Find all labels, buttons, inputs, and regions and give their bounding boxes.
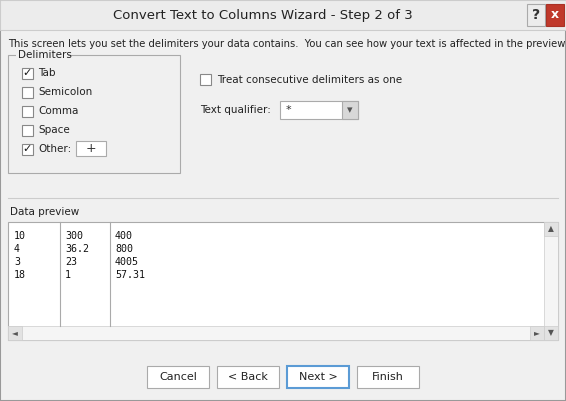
- Text: 10: 10: [14, 231, 26, 241]
- Bar: [8, 222, 558, 340]
- Text: 400: 400: [115, 231, 133, 241]
- Text: < Back: < Back: [228, 372, 268, 382]
- Text: Next >: Next >: [299, 372, 337, 382]
- Text: Text qualifier:: Text qualifier:: [200, 105, 271, 115]
- Bar: [280, 101, 358, 119]
- Bar: [527, 4, 545, 26]
- Text: ▼: ▼: [548, 328, 554, 338]
- Text: ►: ►: [534, 328, 540, 338]
- Bar: [8, 55, 180, 173]
- Bar: [200, 74, 211, 85]
- Bar: [544, 326, 558, 340]
- Text: ◄: ◄: [12, 328, 18, 338]
- Text: Treat consecutive delimiters as one: Treat consecutive delimiters as one: [217, 75, 402, 85]
- Bar: [530, 326, 544, 340]
- Text: Data preview: Data preview: [10, 207, 79, 217]
- Text: This screen lets you set the delimiters your data contains.  You can see how you: This screen lets you set the delimiters …: [8, 39, 566, 49]
- Bar: [342, 101, 358, 119]
- Bar: [76, 141, 106, 156]
- Text: Space: Space: [38, 125, 70, 135]
- Text: ✓: ✓: [23, 68, 32, 78]
- Text: ✓: ✓: [23, 144, 32, 154]
- Text: 57.31: 57.31: [115, 270, 145, 280]
- Text: 4005: 4005: [115, 257, 139, 267]
- Text: ?: ?: [532, 8, 540, 22]
- Text: Convert Text to Columns Wizard - Step 2 of 3: Convert Text to Columns Wizard - Step 2 …: [113, 8, 413, 22]
- Bar: [16, 50, 68, 60]
- Bar: [22, 67, 33, 79]
- Text: *: *: [286, 105, 291, 115]
- Bar: [8, 326, 22, 340]
- Bar: [357, 366, 419, 388]
- Text: ▾: ▾: [347, 105, 353, 115]
- Text: Finish: Finish: [372, 372, 404, 382]
- Text: Cancel: Cancel: [159, 372, 197, 382]
- Text: +: +: [85, 142, 96, 156]
- Text: x: x: [551, 8, 559, 22]
- Text: 800: 800: [115, 244, 133, 254]
- Bar: [8, 326, 544, 340]
- Text: 1: 1: [65, 270, 71, 280]
- Text: Other:: Other:: [38, 144, 71, 154]
- Bar: [22, 87, 33, 97]
- Bar: [287, 366, 349, 388]
- Bar: [544, 222, 558, 340]
- Text: 300: 300: [65, 231, 83, 241]
- Text: ▲: ▲: [548, 225, 554, 233]
- Text: 18: 18: [14, 270, 26, 280]
- Text: Comma: Comma: [38, 106, 78, 116]
- Text: 3: 3: [14, 257, 20, 267]
- Text: 23: 23: [65, 257, 77, 267]
- Bar: [22, 124, 33, 136]
- Bar: [546, 4, 564, 26]
- Bar: [22, 144, 33, 154]
- Text: Tab: Tab: [38, 68, 55, 78]
- Text: 36.2: 36.2: [65, 244, 89, 254]
- Bar: [0, 0, 566, 30]
- Bar: [544, 222, 558, 236]
- Bar: [217, 366, 279, 388]
- Bar: [22, 105, 33, 117]
- Text: 4: 4: [14, 244, 20, 254]
- Bar: [147, 366, 209, 388]
- Text: Semicolon: Semicolon: [38, 87, 92, 97]
- Text: Delimiters: Delimiters: [18, 50, 72, 60]
